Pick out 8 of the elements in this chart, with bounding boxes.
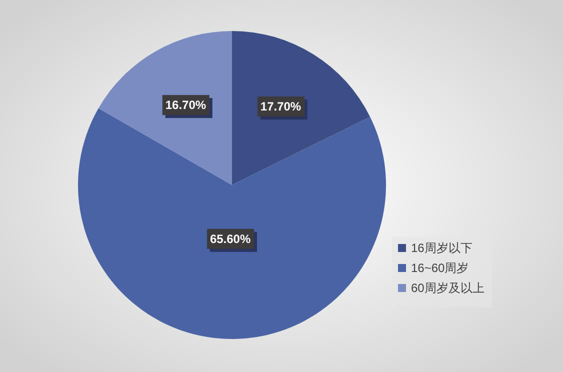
pie-slice	[98, 31, 232, 185]
legend-label: 16周岁以下	[411, 241, 472, 255]
legend-label: 60周岁及以上	[411, 281, 484, 295]
pie-slice	[232, 31, 370, 185]
data-label: 17.70%	[260, 100, 302, 114]
data-label: 65.60%	[210, 232, 251, 246]
data-label: 16.70%	[165, 98, 206, 112]
legend-label: 16~60周岁	[411, 261, 469, 275]
